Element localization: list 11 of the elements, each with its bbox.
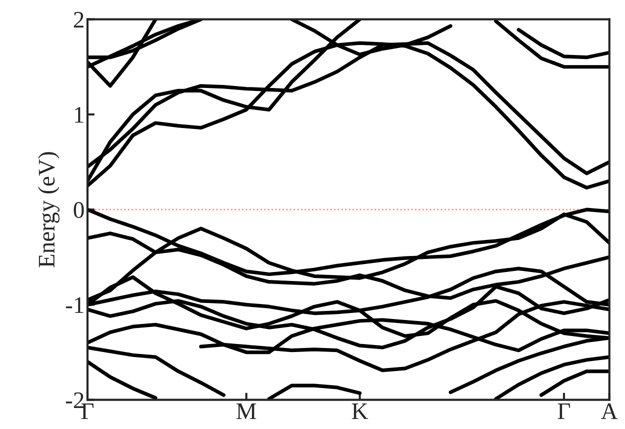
x-tick-label: Γ <box>81 404 94 419</box>
x-tick-label: M <box>236 404 256 419</box>
x-tick-label: K <box>352 404 368 419</box>
y-tick-label: -2 <box>66 392 84 408</box>
y-axis-title: Energy (eV) <box>38 152 60 268</box>
x-tick-label: Γ <box>558 404 570 419</box>
x-tick-label: A <box>601 403 618 419</box>
y-tick-label: 2 <box>74 12 84 28</box>
y-tick-label: 1 <box>74 107 84 123</box>
y-tick-label: 0 <box>74 202 84 218</box>
y-tick-label: -1 <box>66 297 84 313</box>
